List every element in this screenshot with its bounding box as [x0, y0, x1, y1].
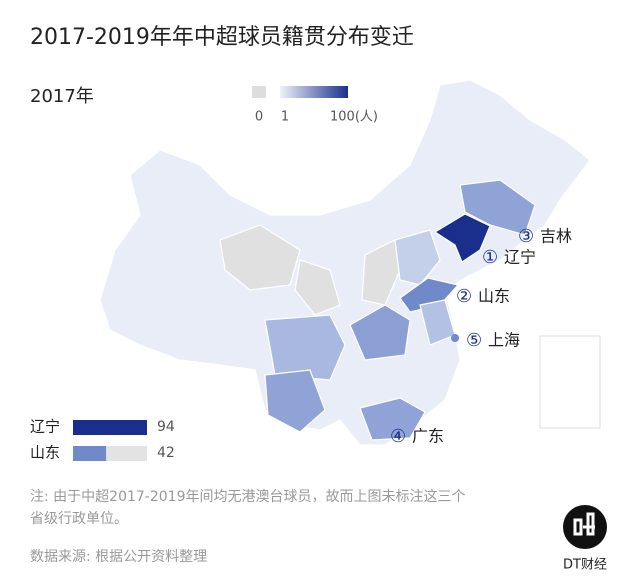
legend-label: 100(人) [330, 110, 378, 125]
province [294, 259, 341, 316]
rank-number: ④ [390, 426, 406, 447]
province [459, 179, 536, 236]
rank-number: ② [456, 286, 472, 307]
rank-name: 上海 [488, 331, 520, 350]
province [264, 369, 326, 433]
bar [73, 420, 147, 435]
legend-label: 1 [281, 110, 289, 125]
province-shanghai [451, 334, 459, 342]
rank-number: ⑤ [466, 330, 482, 351]
rank-name: 广东 [412, 427, 444, 446]
rank-name: 辽宁 [504, 248, 536, 267]
bar-label: 山东 [30, 444, 60, 462]
legend-swatch [252, 86, 266, 98]
legend-label: 0 [255, 110, 263, 125]
province-liaoning [433, 213, 491, 263]
year: 2017年 [30, 86, 94, 107]
inset-box [539, 335, 601, 429]
source: 数据来源: 根据公开资料整理 [30, 549, 207, 565]
rank-name: 吉林 [540, 227, 572, 246]
title: 2017-2019年年中超球员籍贯分布变迁 [30, 25, 414, 50]
note: 注: 由于中超2017-2019年间均无港澳台球员，故而上图未标注这三个 [30, 488, 465, 505]
province [349, 304, 411, 361]
legend-gradient [280, 86, 348, 98]
logo-text: DT财经 [563, 558, 607, 573]
rank-name: 山东 [478, 287, 510, 306]
bar-value: 42 [157, 445, 175, 461]
legend: 0 1 100(人) [252, 86, 378, 125]
map [99, 79, 601, 446]
province [219, 224, 301, 291]
rank-number: ③ [518, 226, 534, 247]
province [361, 239, 401, 306]
note: 省级行政单位。 [30, 511, 128, 527]
bar [73, 446, 107, 461]
province [264, 314, 346, 381]
bar-value: 94 [157, 419, 175, 435]
province [394, 229, 441, 286]
logo-glyph [573, 512, 595, 536]
bar-label: 辽宁 [30, 418, 60, 436]
rank-number: ① [482, 247, 498, 268]
province [359, 397, 426, 441]
province-shandong [399, 277, 460, 313]
